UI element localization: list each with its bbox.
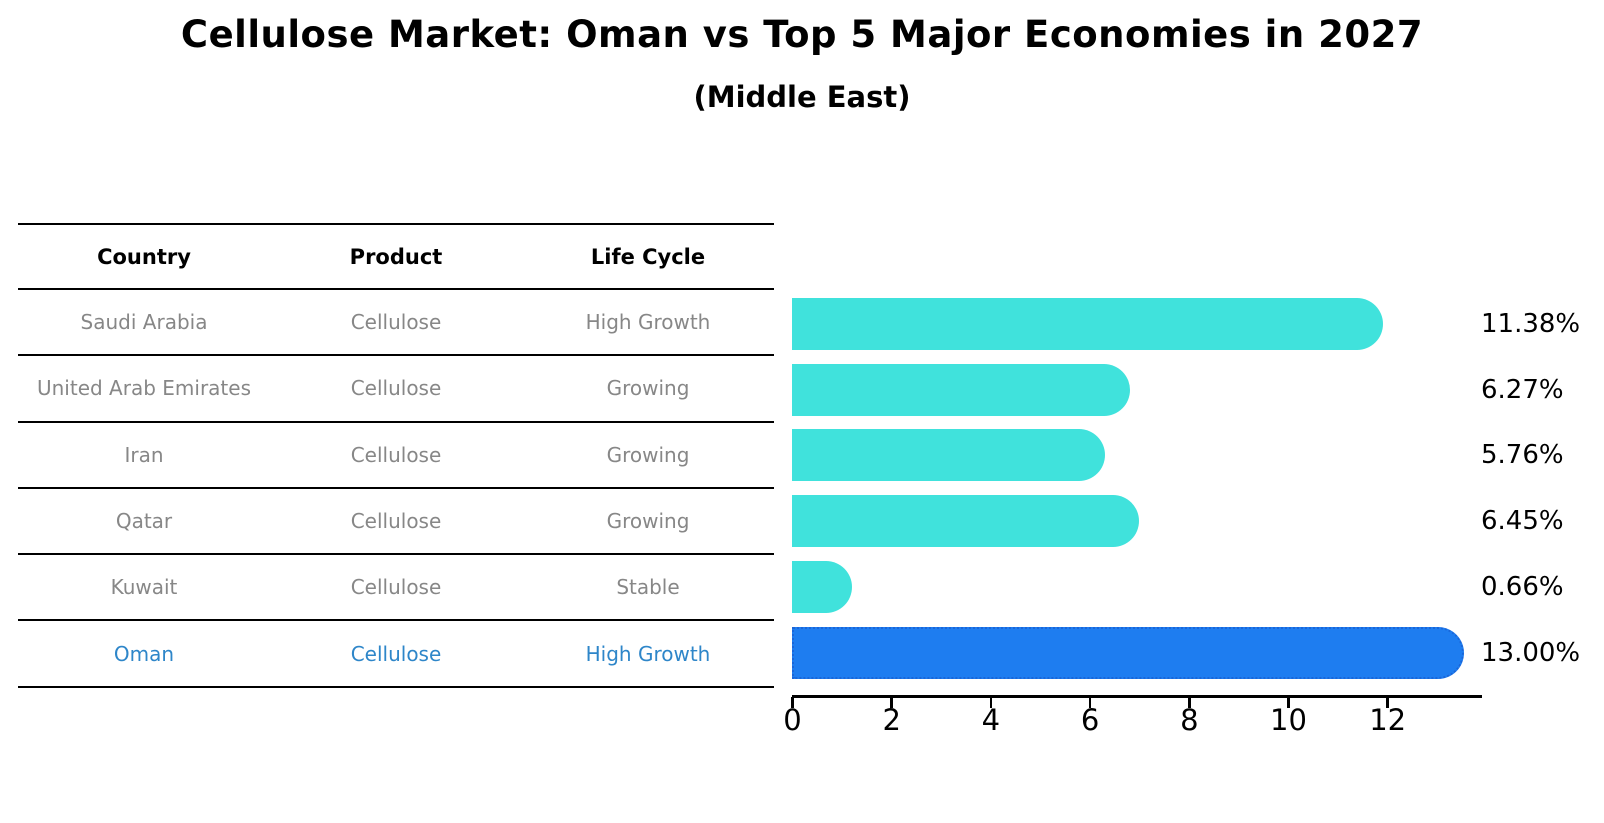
- bar-oman-highlighted: [792, 626, 1464, 679]
- cell-life-cycle: High Growth: [585, 310, 711, 335]
- cell-product: Cellulose: [350, 310, 442, 335]
- cell-country: Oman: [113, 641, 175, 666]
- bar-iran: [792, 429, 1105, 482]
- cell-country: United Arab Emirates: [36, 376, 251, 401]
- table-row: Saudi Arabia Cellulose High Growth: [18, 290, 774, 357]
- cell-product: Cellulose: [350, 575, 442, 600]
- cell-product: Cellulose: [350, 442, 442, 467]
- column-header-product: Product: [349, 244, 443, 269]
- table-row: United Arab Emirates Cellulose Growing: [18, 356, 774, 423]
- x-axis-tick-label: 6: [1080, 703, 1100, 737]
- x-axis-tick: [791, 697, 794, 708]
- table-row: Kuwait Cellulose Stable: [18, 555, 774, 622]
- x-axis-tick: [1188, 697, 1191, 708]
- cell-country: Saudi Arabia: [80, 310, 208, 335]
- summary-table: Country Product Life Cycle Saudi Arabia …: [18, 223, 774, 688]
- bar-value-label: 11.38%: [1481, 309, 1581, 339]
- x-axis-tick: [1287, 697, 1290, 708]
- x-axis-tick: [890, 697, 893, 708]
- bar-kuwait: [792, 560, 852, 613]
- table-header-row: Country Product Life Cycle: [18, 223, 774, 290]
- cell-life-cycle: Growing: [606, 509, 690, 534]
- x-axis-tick: [1386, 697, 1389, 708]
- cell-life-cycle: Growing: [606, 442, 690, 467]
- bar-saudi-arabia: [792, 298, 1384, 350]
- x-axis-line: [792, 695, 1482, 698]
- bar-value-label: 6.45%: [1481, 506, 1564, 537]
- cell-life-cycle: Growing: [606, 376, 690, 401]
- x-axis-tick: [989, 697, 993, 708]
- bar-value-label: 6.27%: [1481, 374, 1564, 405]
- x-axis-tick-label: 0: [783, 703, 802, 737]
- x-axis-tick-label: 8: [1180, 703, 1199, 737]
- column-header-country: Country: [97, 244, 191, 269]
- x-axis-tick-label: 12: [1369, 703, 1407, 737]
- cell-country: Qatar: [115, 509, 173, 534]
- cell-life-cycle: Stable: [616, 575, 680, 600]
- x-axis-tick-label: 2: [882, 703, 901, 737]
- cell-life-cycle: High Growth: [585, 641, 711, 666]
- x-axis-tick: [1088, 697, 1092, 708]
- bar-value-label: 0.66%: [1481, 571, 1564, 602]
- cell-product: Cellulose: [350, 509, 442, 534]
- cell-country: Kuwait: [110, 575, 178, 600]
- cell-product: Cellulose: [350, 641, 442, 666]
- bar-qatar: [792, 495, 1139, 548]
- column-header-life-cycle: Life Cycle: [590, 244, 706, 269]
- cell-product: Cellulose: [350, 376, 442, 401]
- bar-value-label: 5.76%: [1481, 440, 1564, 471]
- table-row-highlight-oman: Oman Cellulose High Growth: [18, 621, 774, 688]
- chart-subtitle: (Middle East): [693, 80, 911, 114]
- cell-country: Iran: [124, 442, 164, 467]
- bar-value-label: 13.00%: [1481, 637, 1581, 668]
- x-axis-tick-label: 4: [981, 703, 1001, 737]
- bar-united-arab-emirates: [792, 363, 1130, 416]
- chart-title: Cellulose Market: Oman vs Top 5 Major Ec…: [180, 13, 1424, 56]
- table-row: Qatar Cellulose Growing: [18, 489, 774, 556]
- table-row: Iran Cellulose Growing: [18, 423, 774, 489]
- x-axis-tick-label: 10: [1270, 703, 1307, 737]
